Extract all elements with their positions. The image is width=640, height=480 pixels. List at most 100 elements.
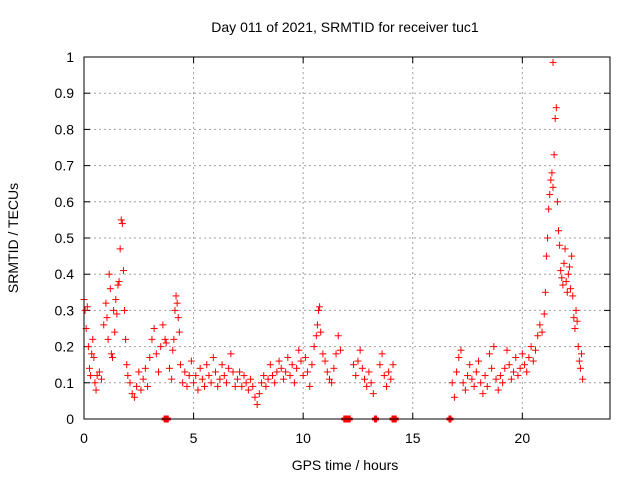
data-point <box>271 379 279 387</box>
data-point <box>501 364 509 372</box>
data-point <box>494 386 502 394</box>
data-point <box>542 252 550 260</box>
data-point <box>93 372 101 380</box>
data-point <box>253 401 261 409</box>
data-point <box>282 368 290 376</box>
data-point <box>119 267 127 275</box>
y-tick-label: 0.5 <box>55 230 75 246</box>
data-point <box>387 375 395 383</box>
data-point <box>118 220 126 228</box>
data-point <box>176 361 184 369</box>
data-point <box>540 310 548 318</box>
data-point <box>251 393 259 401</box>
data-point <box>183 382 191 390</box>
data-point <box>209 353 217 361</box>
data-point <box>172 292 180 300</box>
data-point <box>376 361 384 369</box>
data-point <box>238 382 246 390</box>
data-point <box>144 382 152 390</box>
data-point <box>286 372 294 380</box>
data-point <box>312 332 320 340</box>
data-point <box>455 353 463 361</box>
data-point <box>323 368 331 376</box>
data-point <box>100 321 108 329</box>
data-point <box>212 368 219 376</box>
data-point <box>325 375 333 383</box>
data-point <box>122 335 130 343</box>
data-point <box>559 281 567 289</box>
data-point <box>558 274 566 282</box>
data-point <box>85 364 93 372</box>
data-point <box>567 285 575 293</box>
data-point <box>288 361 296 369</box>
data-point <box>249 382 257 390</box>
data-point <box>84 343 92 351</box>
ticks: 00.10.20.30.40.50.60.70.80.910 5 10 15 20 <box>55 49 610 446</box>
data-point <box>187 357 195 365</box>
data-point <box>83 303 91 311</box>
data-point <box>233 375 241 383</box>
data-point <box>284 353 292 361</box>
data-point <box>198 375 206 383</box>
data-point <box>554 227 562 235</box>
data-point <box>290 379 298 387</box>
data-point <box>185 372 193 380</box>
data-point <box>527 343 535 351</box>
data-point <box>260 372 268 380</box>
data-point <box>207 379 215 387</box>
data-point <box>231 382 239 390</box>
data-point <box>121 306 129 314</box>
data-point <box>105 270 113 278</box>
data-point <box>88 350 96 358</box>
x-tick-label: 10 <box>295 430 311 446</box>
data-point <box>128 390 136 398</box>
data-point <box>159 321 167 329</box>
y-tick-label: 1 <box>66 49 74 65</box>
data-point <box>124 372 132 380</box>
data-point <box>365 368 373 376</box>
data-point <box>544 234 552 242</box>
data-point <box>568 252 576 260</box>
data-point <box>523 368 531 376</box>
data-point <box>110 306 118 314</box>
data-point <box>168 375 176 383</box>
data-point <box>146 353 154 361</box>
data-point <box>562 277 570 285</box>
data-point <box>565 263 573 271</box>
data-point <box>369 390 377 398</box>
data-point <box>242 379 250 387</box>
data-point <box>106 285 114 293</box>
y-tick-label: 0.9 <box>55 85 75 101</box>
data-point <box>534 332 542 340</box>
data-point <box>507 375 515 383</box>
data-point <box>531 346 539 354</box>
data-point <box>201 382 209 390</box>
data-point <box>126 379 134 387</box>
data-point <box>382 382 390 390</box>
data-point <box>490 343 498 351</box>
data-point <box>268 372 276 380</box>
data-point <box>277 364 285 372</box>
data-point <box>477 379 485 387</box>
data-point <box>505 361 513 369</box>
plot-frame <box>83 56 611 420</box>
chart-title: Day 011 of 2021, SRMTID for receiver tuc… <box>211 19 479 35</box>
y-tick-label: 0.7 <box>55 158 75 174</box>
data-point <box>472 368 480 376</box>
data-point <box>573 317 581 325</box>
data-point <box>161 335 169 343</box>
data-point <box>492 375 500 383</box>
data-point <box>279 375 287 383</box>
data-point <box>306 382 314 390</box>
data-point <box>574 343 582 351</box>
data-point <box>549 58 557 66</box>
data-point <box>273 368 281 376</box>
data-point <box>173 299 181 307</box>
data-point <box>547 176 555 184</box>
data-point <box>297 357 305 365</box>
data-point <box>570 314 578 322</box>
data-point <box>181 368 189 376</box>
data-point <box>258 379 266 387</box>
data-point <box>361 375 369 383</box>
